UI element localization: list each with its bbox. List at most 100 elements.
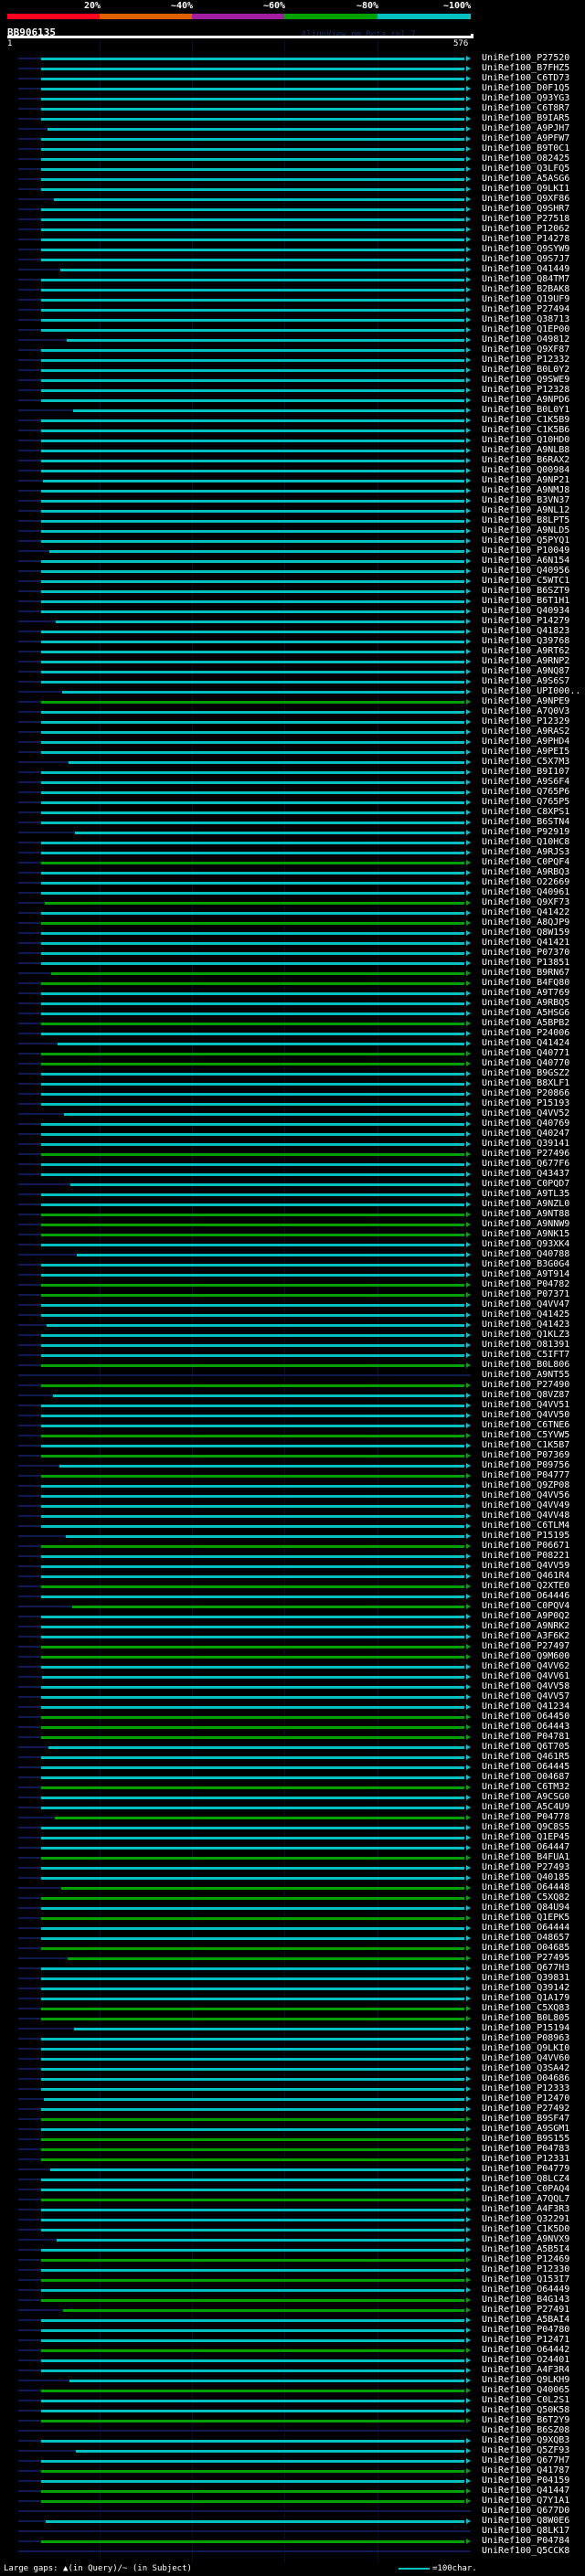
hit-row[interactable]: UniRef100_A5C4U9 [0,1802,585,1813]
hit-row[interactable]: UniRef100_Q38713 [0,314,585,325]
hit-row[interactable]: UniRef100_Q9XF86 [0,194,585,205]
hit-row[interactable]: UniRef100_P27497 [0,1641,585,1652]
hit-row[interactable]: UniRef100_C0L2S1 [0,2395,585,2406]
hit-bar[interactable] [41,208,464,211]
hit-label[interactable]: UniRef100_C0PQF4 [482,857,570,867]
hit-row[interactable]: UniRef100_A9NPD6 [0,395,585,406]
hit-label[interactable]: UniRef100_Q2XTE0 [482,1581,570,1591]
hit-bar[interactable] [41,1656,464,1659]
hit-bar[interactable] [41,1294,464,1297]
hit-row[interactable]: UniRef100_O49812 [0,334,585,345]
hit-bar[interactable] [41,1857,464,1860]
hit-bar[interactable] [41,2108,464,2111]
hit-label[interactable]: UniRef100_A5BPB2 [482,1018,570,1028]
hit-row[interactable]: UniRef100_Q41234 [0,1701,585,1712]
hit-bar[interactable] [48,128,464,131]
hit-label[interactable]: UniRef100_C8XPS1 [482,807,570,817]
hit-bar[interactable] [41,2470,464,2473]
hit-row[interactable]: UniRef100_A9RNP2 [0,656,585,667]
hit-bar[interactable] [41,1555,464,1558]
hit-row[interactable]: UniRef100_P20866 [0,1088,585,1099]
hit-row[interactable]: UniRef100_Q50K58 [0,2405,585,2416]
hit-label[interactable]: UniRef100_B6SZT9 [482,586,570,596]
hit-label[interactable]: UniRef100_A9NVX9 [482,2234,570,2244]
hit-bar[interactable] [41,1726,464,1729]
hit-label[interactable]: UniRef100_Q41823 [482,626,570,636]
hit-label[interactable]: UniRef100_P27497 [482,1641,570,1651]
hit-label[interactable]: UniRef100_P04782 [482,1279,570,1289]
hit-row[interactable]: UniRef100_P09756 [0,1460,585,1471]
hit-label[interactable]: UniRef100_P04777 [482,1470,570,1480]
hit-bar[interactable] [41,1123,464,1126]
hit-bar[interactable] [69,761,464,764]
hit-label[interactable]: UniRef100_P27495 [482,1953,570,1963]
hit-row[interactable]: UniRef100_P06671 [0,1541,585,1552]
hit-bar[interactable] [41,671,464,673]
hit-row[interactable]: UniRef100_Q4VV62 [0,1661,585,1672]
hit-row[interactable]: UniRef100_A5BPB2 [0,1018,585,1029]
hit-row[interactable]: UniRef100_P12470 [0,2094,585,2104]
hit-bar[interactable] [41,1475,464,1478]
hit-row[interactable]: UniRef100_Q677D0 [0,2506,585,2517]
hit-row[interactable]: UniRef100_O48657 [0,1933,585,1944]
hit-label[interactable]: UniRef100_P12330 [482,2264,570,2274]
hit-label[interactable]: UniRef100_A9NT55 [482,1370,570,1380]
hit-row[interactable]: UniRef100_Q3SA42 [0,2063,585,2074]
hit-row[interactable]: UniRef100_Q765P6 [0,787,585,798]
hit-label[interactable]: UniRef100_P04781 [482,1732,570,1742]
hit-bar[interactable] [41,1103,464,1106]
hit-row[interactable]: UniRef100_C5XQ82 [0,1892,585,1903]
hit-bar[interactable] [41,2008,464,2010]
hit-label[interactable]: UniRef100_A5ASG6 [482,174,570,184]
hit-row[interactable]: UniRef100_C6TLM4 [0,1521,585,1532]
hit-label[interactable]: UniRef100_O49812 [482,334,570,345]
hit-row[interactable]: UniRef100_P04782 [0,1279,585,1290]
hit-label[interactable]: UniRef100_P08221 [482,1551,570,1561]
hit-row[interactable]: UniRef100_O22669 [0,877,585,888]
hit-bar[interactable] [41,138,464,141]
hit-bar[interactable] [41,1435,464,1437]
hit-row[interactable]: UniRef100_Q40934 [0,606,585,617]
hit-bar[interactable] [72,1606,464,1608]
hit-bar[interactable] [41,249,464,251]
hit-bar[interactable] [41,1837,464,1839]
hit-label[interactable]: UniRef100_Q4VV49 [482,1500,570,1511]
hit-bar[interactable] [41,2038,464,2041]
hit-label[interactable]: UniRef100_Q00984 [482,465,570,475]
hit-label[interactable]: UniRef100_Q6T705 [482,1742,570,1752]
hit-row[interactable]: UniRef100_Q19UF9 [0,294,585,305]
hit-label[interactable]: UniRef100_Q9SYW9 [482,244,570,254]
hit-label[interactable]: UniRef100_P12329 [482,716,570,726]
hit-label[interactable]: UniRef100_P24006 [482,1028,570,1038]
hit-row[interactable]: UniRef100_A9NMJ8 [0,485,585,496]
hit-bar[interactable] [41,1224,464,1226]
hit-bar[interactable] [44,2098,464,2101]
hit-row[interactable]: UniRef100_Q4VV50 [0,1410,585,1421]
hit-bar[interactable] [41,389,464,392]
hit-row[interactable]: UniRef100_A7Q0V3 [0,706,585,717]
hit-bar[interactable] [41,1585,464,1588]
hit-label[interactable]: UniRef100_O64443 [482,1722,570,1732]
hit-bar[interactable] [41,721,464,724]
hit-row[interactable]: UniRef100_P15194 [0,2023,585,2034]
hit-label[interactable]: UniRef100_Q39768 [482,636,570,646]
hit-row[interactable]: UniRef100_Q9C8S5 [0,1822,585,1833]
hit-label[interactable]: UniRef100_Q5ZF93 [482,2445,570,2455]
hit-row[interactable]: UniRef100_A9NL12 [0,505,585,516]
hit-label[interactable]: UniRef100_C0L2S1 [482,2395,570,2405]
hit-bar[interactable] [41,1445,464,1447]
hit-bar[interactable] [41,2480,464,2483]
hit-row[interactable]: UniRef100_P12333 [0,2083,585,2094]
hit-bar[interactable] [41,1214,464,1216]
hit-row[interactable]: UniRef100_O04685 [0,1943,585,1954]
hit-label[interactable]: UniRef100_C6TNE6 [482,1420,570,1430]
hit-bar[interactable] [41,2259,464,2262]
hit-label[interactable]: UniRef100_Q38713 [482,314,570,324]
hit-row[interactable]: UniRef100_Q39768 [0,636,585,647]
hit-bar[interactable] [41,1153,464,1156]
hit-label[interactable]: UniRef100_Q9S7J7 [482,254,570,264]
hit-row[interactable]: UniRef100_P04779 [0,2164,585,2175]
hit-bar[interactable] [41,470,464,472]
hit-label[interactable]: UniRef100_Q40788 [482,1249,570,1259]
hit-row[interactable]: UniRef100_B0L0Y1 [0,405,585,416]
